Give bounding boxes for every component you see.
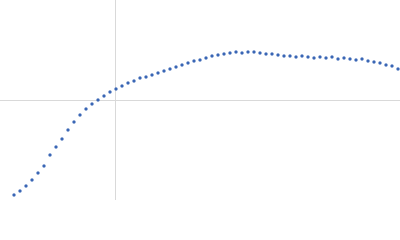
data-point [168, 67, 172, 71]
data-point [372, 60, 376, 64]
data-point [276, 53, 280, 57]
data-point [180, 63, 184, 67]
data-point [384, 63, 388, 67]
data-point [18, 189, 22, 193]
data-point [318, 55, 322, 59]
data-point [342, 56, 346, 60]
data-point [126, 81, 130, 85]
data-point [156, 71, 160, 75]
data-point [354, 58, 358, 62]
data-point [246, 50, 250, 54]
data-point [396, 67, 400, 71]
data-point [12, 193, 16, 197]
data-point [36, 171, 40, 175]
data-point [132, 79, 136, 83]
data-point [78, 113, 82, 117]
data-point [324, 56, 328, 60]
data-point [48, 153, 52, 157]
data-point [336, 57, 340, 61]
data-point [198, 58, 202, 62]
chart [0, 0, 400, 200]
page: (() => { const data = JSON.parse(documen… [0, 0, 400, 200]
data-point [96, 98, 100, 102]
data-point [330, 55, 334, 59]
data-point [102, 94, 106, 98]
data-point [294, 55, 298, 59]
data-point [234, 50, 238, 54]
data-point [114, 87, 118, 91]
data-point [252, 50, 256, 54]
data-point [216, 53, 220, 57]
data-point [204, 56, 208, 60]
data-point [54, 145, 58, 149]
data-point [90, 102, 94, 106]
data-point [228, 51, 232, 55]
data-point [312, 56, 316, 60]
data-point [282, 54, 286, 58]
data-point [264, 52, 268, 56]
data-point [186, 61, 190, 65]
data-point [288, 54, 292, 58]
data-point [366, 59, 370, 63]
data-point [174, 65, 178, 69]
data-point [378, 61, 382, 65]
data-point [258, 51, 262, 55]
data-point [66, 128, 70, 132]
data-point [24, 184, 28, 188]
data-point [390, 64, 394, 68]
data-point [240, 51, 244, 55]
data-point [192, 59, 196, 63]
data-point [60, 137, 64, 141]
data-point [72, 120, 76, 124]
data-point [162, 69, 166, 73]
data-point [84, 107, 88, 111]
data-point [30, 178, 34, 182]
data-point [222, 52, 226, 56]
data-point [138, 76, 142, 80]
data-point [300, 54, 304, 58]
data-point [42, 164, 46, 168]
data-point [120, 84, 124, 88]
data-point [306, 55, 310, 59]
data-point [150, 73, 154, 77]
data-point [270, 52, 274, 56]
data-point [144, 75, 148, 79]
data-point [348, 57, 352, 61]
data-point [360, 57, 364, 61]
data-point [108, 90, 112, 94]
data-point [210, 54, 214, 58]
